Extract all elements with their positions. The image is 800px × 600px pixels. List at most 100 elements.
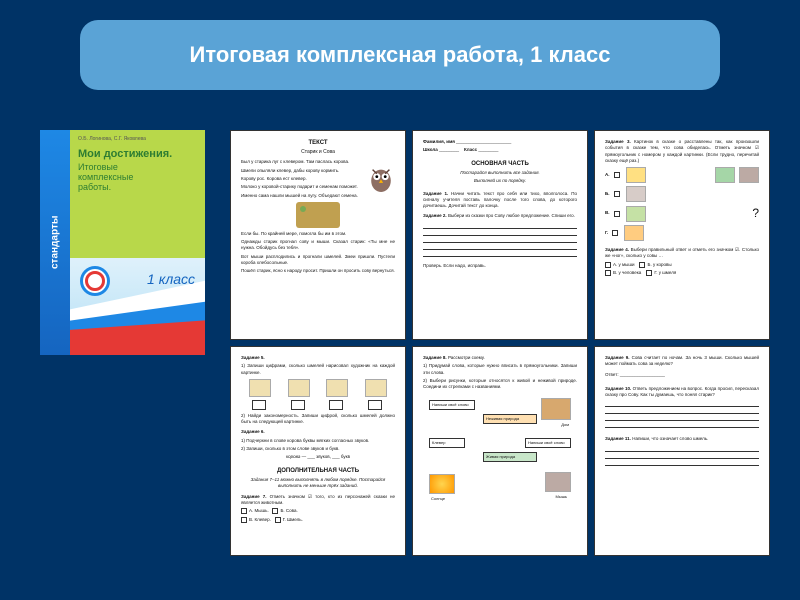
- p6-t11l: Задание 11.: [605, 436, 631, 441]
- box-word2: Напиши своё слово: [525, 438, 571, 448]
- book-logo-icon: [80, 266, 110, 296]
- checkbox-icon: [241, 508, 247, 514]
- bee-row: [241, 379, 395, 397]
- p4-t7l: Задание 7.: [241, 494, 267, 499]
- worksheet-page-3: Задание 3. Картинок в сказке о расставле…: [594, 130, 770, 340]
- worksheet-page-4: Задание 5. 1) Запиши цифрами, сколько шм…: [230, 346, 406, 556]
- sun-icon: [429, 474, 455, 494]
- spine-main: стандарты: [50, 216, 61, 269]
- p1-para7: Однажды старик прогнал сову и мыши. Сказ…: [241, 239, 395, 252]
- p1-para8: Вот мыши расплодились и прогнали шмелей.…: [241, 254, 395, 267]
- opt-b: Б.: [605, 186, 759, 202]
- book-cover: стандарты О.Б. Логинова, С.Г. Яковлева М…: [40, 130, 205, 355]
- blank-box: [252, 400, 266, 410]
- p1-title: Старик и Сова: [241, 149, 395, 156]
- title-banner: Итоговая комплексная работа, 1 класс: [80, 20, 720, 90]
- p2-name: Фамилия, имя: [423, 139, 455, 144]
- writing-lines: [423, 222, 577, 257]
- checkbox-icon: [272, 508, 278, 514]
- mouse-icon: [545, 472, 571, 492]
- p4-t6-1: 1) Подчеркни в слове корова буквы мягких…: [241, 438, 395, 444]
- p3-t4l: Задание 4.: [605, 247, 629, 252]
- blank-box: [291, 400, 305, 410]
- book-spine: стандарты: [40, 130, 70, 355]
- blank-box: [329, 400, 343, 410]
- book-line1: Мои достижения.: [78, 148, 197, 160]
- opt-d: Г.: [605, 225, 759, 241]
- bee-icon: [288, 379, 310, 397]
- owl-icon: [367, 161, 395, 195]
- banner-title: Итоговая комплексная работа, 1 класс: [190, 42, 611, 68]
- label-house: Дом: [561, 422, 569, 428]
- bee-icon: [326, 379, 348, 397]
- bee-icon: [365, 379, 387, 397]
- blank-box: [368, 400, 382, 410]
- opt-a: А.: [605, 167, 759, 183]
- checkbox-icon: [646, 270, 652, 276]
- checkbox-icon: [612, 230, 618, 236]
- blank-row: [241, 400, 395, 410]
- p6-t10l: Задание 10.: [605, 386, 631, 391]
- p2-school: Школа: [423, 147, 438, 152]
- checkbox-icon: [605, 270, 611, 276]
- book-line2: Итоговые: [78, 162, 197, 172]
- p6-t9l: Задание 9.: [605, 355, 630, 360]
- box-living: Живая природа: [483, 452, 537, 462]
- book-line3: комплексные: [78, 172, 197, 182]
- worksheet-page-1: ТЕКСТ Старик и Сова Был у старика луг с …: [230, 130, 406, 340]
- checkbox-icon: [614, 211, 620, 217]
- p2-t1l: Задание 1.: [423, 191, 448, 196]
- box-nonliving: Неживая природа: [483, 414, 537, 424]
- writing-lines: [605, 400, 759, 428]
- thumb-bee-icon: [626, 167, 646, 183]
- worksheet-page-5: Задание 8. Рассмотри схему. 1) Придумай …: [412, 346, 588, 556]
- p2-instr1: Постарайся выполнить все задания.: [423, 170, 577, 176]
- book-main: О.Б. Логинова, С.Г. Яковлева Мои достиже…: [70, 130, 205, 355]
- p2-instr2: Выполняй их по порядку.: [423, 178, 577, 184]
- book-authors: О.Б. Логинова, С.Г. Яковлева: [78, 136, 197, 142]
- house-icon: [541, 398, 571, 420]
- p1-para9: Пошёл старик, ясно к народу просит. Приш…: [241, 268, 395, 274]
- checkbox-icon: [241, 517, 247, 523]
- p5-t8-1: 1) Придумай слова, которые нужно вписать…: [423, 363, 577, 376]
- book-top: О.Б. Логинова, С.Г. Яковлева Мои достиже…: [70, 130, 205, 258]
- opt-c: В.?: [605, 205, 759, 222]
- book-line4: работы.: [78, 182, 197, 192]
- thumb-animal-icon: [739, 167, 759, 183]
- p4-extra: ДОПОЛНИТЕЛЬНАЯ ЧАСТЬ: [241, 467, 395, 475]
- thumb-plant-icon: [715, 167, 735, 183]
- p5-t8-2: 2) Выбери рисунки, которые относятся к ж…: [423, 378, 577, 391]
- bee-icon: [249, 379, 271, 397]
- worksheet-page-6: Задание 9. Сова считает по ночам. За ноч…: [594, 346, 770, 556]
- thumb-icon: [626, 186, 646, 202]
- cow-icon: [296, 202, 340, 228]
- p2-t2l: Задание 2.: [423, 213, 447, 218]
- p1-para6: Если бы. По крайней мере, помогла бы им …: [241, 231, 395, 237]
- p2-check: Проверь. Если надо, исправь.: [423, 263, 577, 269]
- p3-t4: Выбери правильный ответ и отметь его зна…: [605, 247, 759, 258]
- worksheet-page-2: Фамилия, имя ______________________ Школ…: [412, 130, 588, 340]
- p1-heading: ТЕКСТ: [241, 139, 395, 147]
- checkbox-icon: [605, 262, 611, 268]
- checkbox-icon: [639, 262, 645, 268]
- thumb-icon: [626, 206, 646, 222]
- checkbox-icon: [614, 172, 620, 178]
- question-icon: ?: [752, 205, 759, 222]
- p4-t5l: Задание 5.: [241, 355, 265, 360]
- p4-t6-2: 2) Запиши, сколько в этом слове звуков и…: [241, 446, 395, 452]
- p5-t8l: Задание 8.: [423, 355, 447, 360]
- thumb-icon: [624, 225, 644, 241]
- p4-t5-1: 1) Запиши цифрами, сколько шмелей нарисо…: [241, 363, 395, 376]
- p4-t6l: Задание 6.: [241, 429, 265, 434]
- p4-t5-2: 2) Найди закономерность. Запиши цифрой, …: [241, 413, 395, 426]
- label-sun: Солнце: [431, 496, 445, 502]
- box-clover: Клевер: [429, 438, 465, 448]
- pages-grid: ТЕКСТ Старик и Сова Был у старика луг с …: [230, 130, 770, 556]
- box-word: Напиши своё слово: [429, 400, 475, 410]
- book-bottom: 1 класс: [70, 258, 205, 355]
- nature-diagram: Напиши своё слово Неживая природа Дом Кл…: [423, 394, 577, 504]
- p2-class: Класс: [464, 147, 477, 152]
- checkbox-icon: [275, 517, 281, 523]
- checkbox-icon: [614, 191, 620, 197]
- p3-t3l: Задание 3.: [605, 139, 631, 144]
